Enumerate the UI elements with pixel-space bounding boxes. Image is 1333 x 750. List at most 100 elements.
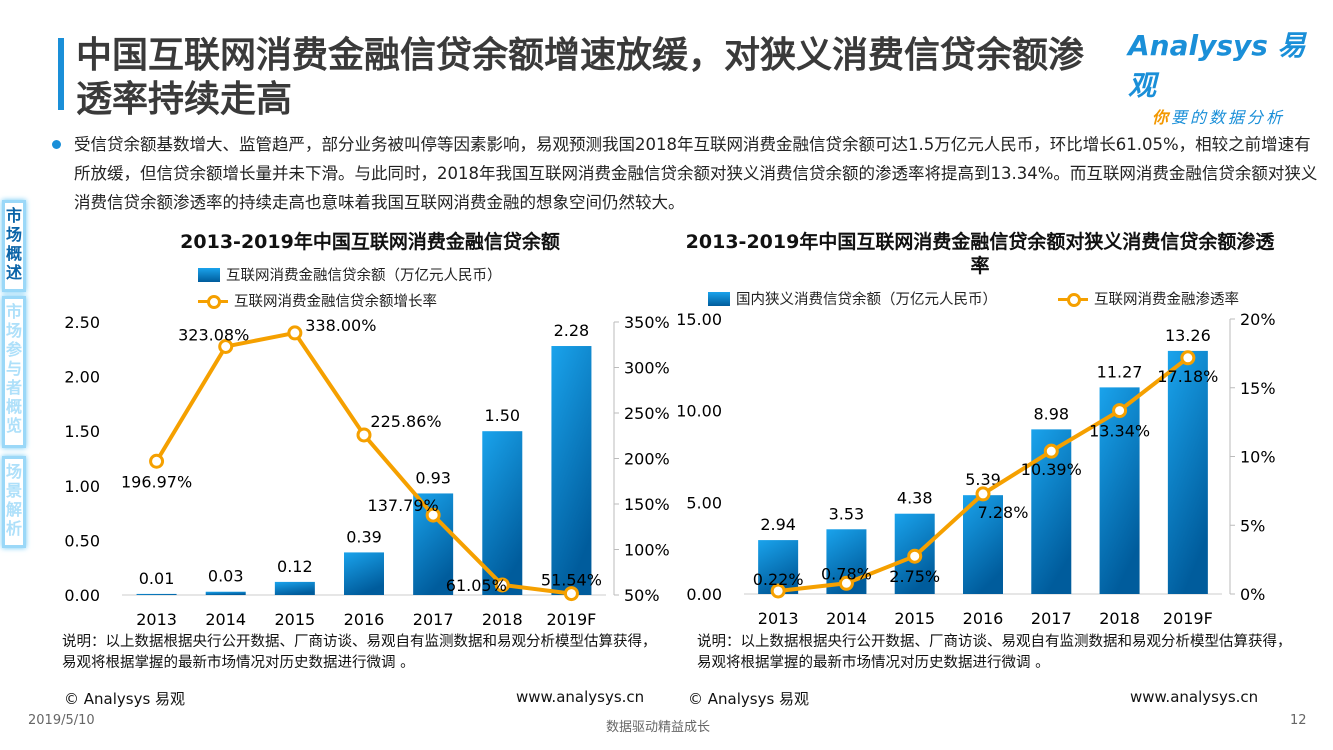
sidebar-item-participants[interactable]: 市场参与者概览 [2,296,26,448]
bar [1099,387,1140,594]
sidebar-item-market-overview[interactable]: 市场概述 [2,200,26,292]
line-value-label: 2.75% [889,567,940,586]
x-tick-label: 2016 [344,610,385,629]
y-tick-label: 10.00 [676,402,722,421]
y2-tick-label: 15% [1240,379,1276,398]
line-value-label: 51.54% [541,571,602,590]
bar [551,346,592,595]
x-tick-label: 2014 [205,610,246,629]
bar [205,591,246,595]
footer-url-left[interactable]: www.analysys.cn [516,688,645,706]
bar-value-label: 3.53 [829,504,865,523]
x-tick-label: 2017 [413,610,454,629]
footer-url-right[interactable]: www.analysys.cn [1130,688,1259,706]
chart2-legend-bar: 国内狭义消费信贷余额（万亿元人民币） [708,288,997,309]
line-point [356,427,372,443]
bar-value-label: 2.28 [554,321,590,340]
y2-tick-label: 150% [624,495,670,514]
x-tick-label: 2015 [894,609,935,628]
footer-copyright-left: © Analysys 易观 [64,690,186,708]
y2-tick-label: 0% [1240,585,1265,604]
x-tick-label: 2017 [1031,609,1072,628]
bar [963,495,1003,594]
y2-tick-label: 50% [624,586,660,605]
line-value-label: 323.08% [178,325,249,344]
bar [482,431,523,595]
bar-value-label: 13.26 [1165,326,1211,345]
line-value-label: 0.78% [821,564,872,583]
line-point [907,548,923,564]
y-tick-label: 15.00 [676,310,722,329]
logo-brand: Analysys 易观 [1128,29,1306,102]
bar-value-label: 11.27 [1097,362,1143,381]
line-value-label: 61.05% [446,576,507,595]
line-value-label: 196.97% [121,472,192,491]
line-point [494,577,510,593]
x-tick-label: 2018 [1099,609,1140,628]
y2-tick-label: 100% [624,541,670,560]
footer-slogan: 数据驱动精益成长 [606,720,711,735]
logo-slogan: 要的数据分析 [1171,108,1286,127]
line-point [770,583,786,599]
x-tick-label: 2015 [274,610,315,629]
y2-tick-label: 20% [1240,310,1276,329]
line-point [287,325,303,341]
line-point [838,575,854,591]
analysys-logo: Analysys 易观 你要的数据分析 [1128,24,1333,128]
line-value-label: 225.86% [370,412,441,431]
line-value-label: 137.79% [368,496,439,515]
chart1-title: 2013-2019年中国互联网消费金融信贷余额 [180,231,560,253]
line-value-label: 13.34% [1089,422,1150,441]
chart1-legend-line: 互联网消费金融信贷余额增长率 [198,290,437,311]
chart2-legend-line: 互联网消费金融渗透率 [1058,288,1239,309]
y-tick-label: 0.50 [64,531,100,550]
line-value-label: 7.28% [978,503,1029,522]
bar-value-label: 0.93 [415,468,451,487]
y2-tick-label: 10% [1240,448,1276,467]
y-tick-label: 5.00 [686,493,722,512]
y2-tick-label: 350% [624,313,670,332]
bar-value-label: 0.01 [139,569,175,588]
line-point [975,486,991,502]
page-number: 12 [1290,713,1307,728]
line-point [218,338,234,354]
bar [274,581,315,595]
chart1-legend-bar: 互联网消费金融信贷余额（万亿元人民币） [198,264,502,285]
chart2-title: 2013-2019年中国互联网消费金融信贷余额对狭义消费信贷余额渗透率 [685,231,1275,277]
line-point [1112,403,1128,419]
page-title: 中国互联网消费金融信贷余额增速放缓，对狭义消费信贷余额渗透率持续走高 [76,35,1085,120]
y-tick-label: 2.00 [64,368,100,387]
line-point [1043,443,1059,459]
y2-tick-label: 5% [1240,516,1265,535]
bar-value-label: 1.50 [484,406,520,425]
bar-value-label: 0.03 [208,567,244,586]
bar-value-label: 8.98 [1033,404,1069,423]
footer-copyright-right: © Analysys 易观 [688,690,810,708]
bar-value-label: 0.39 [346,527,382,546]
bar [1167,350,1208,594]
bar [136,593,177,595]
summary-text: 受信贷余额基数增大、监管趋严，部分业务被叫停等因素影响，易观预测我国2018年互… [52,130,1322,217]
line-value-label: 338.00% [305,316,376,335]
sidebar-item-scenarios[interactable]: 场景解析 [2,456,26,548]
line-point [563,586,579,602]
y2-tick-label: 300% [624,359,670,378]
x-tick-label: 2013 [136,610,177,629]
y-tick-label: 1.00 [64,477,100,496]
y-tick-label: 0.00 [64,586,100,605]
line-value-label: 17.18% [1157,367,1218,386]
bar-value-label: 4.38 [897,489,933,508]
title-accent-bar [58,38,64,110]
line-point [425,507,441,523]
line-value-label: 0.22% [753,570,804,589]
chart1-note: 说明：以上数据根据央行公开数据、厂商访谈、易观自有监测数据和易观分析模型估算获得… [62,634,657,671]
line-point [1180,350,1196,366]
x-tick-label: 2016 [963,609,1004,628]
y-tick-label: 2.50 [64,313,100,332]
line-value-label: 10.39% [1021,460,1082,479]
x-tick-label: 2019F [546,610,596,629]
chart2-note: 说明：以上数据根据央行公开数据、厂商访谈、易观自有监测数据和易观分析模型估算获得… [697,634,1292,671]
x-tick-label: 2019F [1163,609,1213,628]
